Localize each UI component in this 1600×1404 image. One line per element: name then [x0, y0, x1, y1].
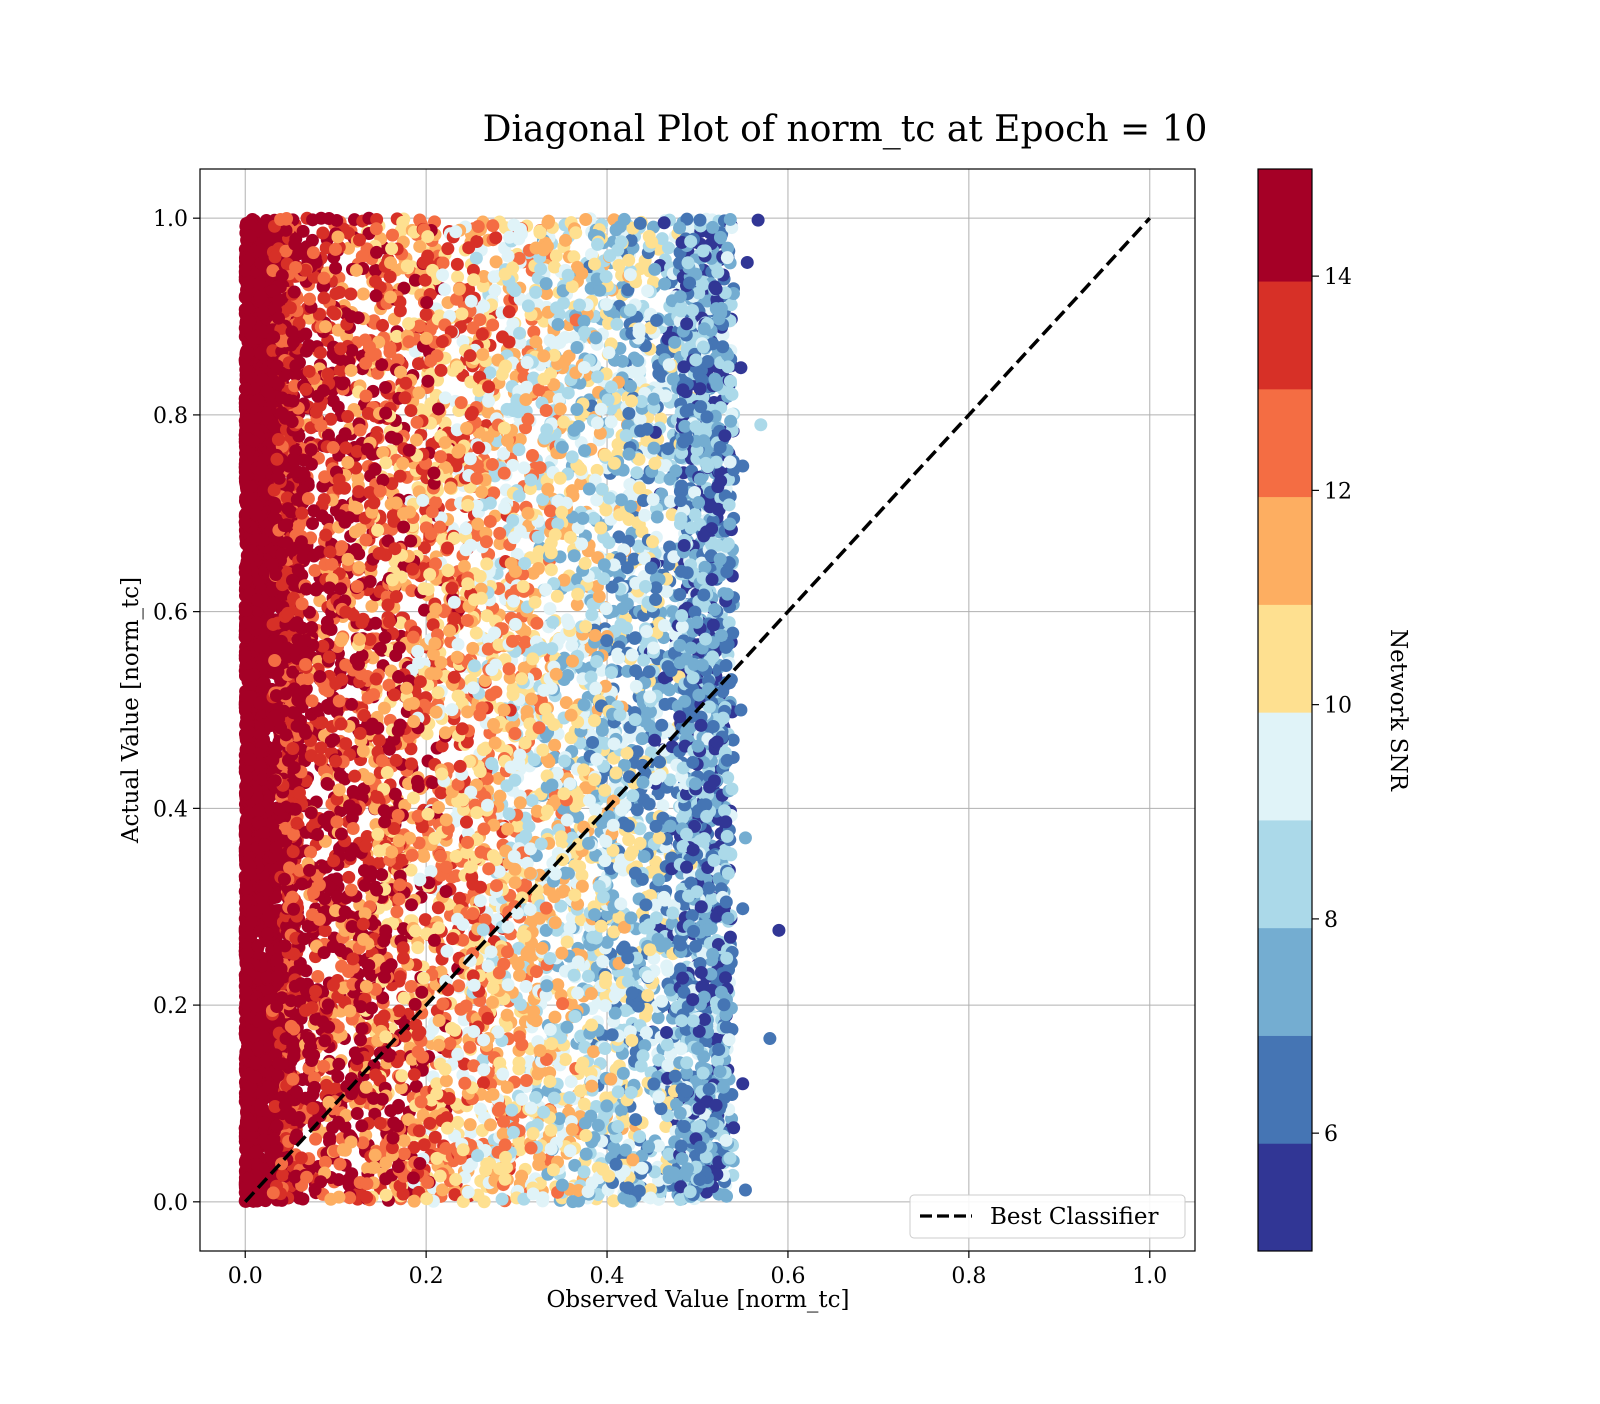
scatter-point	[253, 697, 266, 710]
scatter-point	[438, 283, 451, 296]
scatter-point	[262, 1080, 275, 1093]
scatter-point	[254, 290, 267, 303]
scatter-points	[239, 212, 786, 1208]
scatter-point	[239, 604, 252, 617]
scatter-point	[244, 861, 257, 874]
scatter-point	[252, 940, 265, 953]
scatter-point	[260, 884, 273, 897]
scatter-point	[485, 757, 498, 770]
scatter-point	[239, 649, 252, 662]
scatter-point	[243, 1068, 256, 1081]
scatter-point	[240, 786, 253, 799]
scatter-point	[242, 433, 255, 446]
scatter-point	[257, 306, 270, 319]
scatter-point	[258, 676, 271, 689]
scatter-point	[239, 1031, 252, 1044]
scatter-point	[258, 1116, 271, 1129]
scatter-point	[239, 363, 252, 376]
scatter-point	[240, 770, 253, 783]
scatter-point	[466, 642, 479, 655]
scatter-point	[239, 718, 252, 731]
scatter-point	[252, 804, 265, 817]
scatter-point	[251, 1042, 264, 1055]
scatter-point	[453, 892, 466, 905]
scatter-point	[247, 401, 260, 414]
scatter-point	[256, 373, 269, 386]
scatter-point	[299, 964, 312, 977]
scatter-point	[239, 974, 252, 987]
scatter-point	[239, 827, 252, 840]
scatter-point	[243, 315, 256, 328]
scatter-point	[241, 254, 254, 267]
scatter-point	[246, 1119, 259, 1132]
scatter-point	[262, 910, 275, 923]
scatter-point	[242, 347, 255, 360]
scatter-point	[239, 382, 252, 395]
chart-title: Diagonal Plot of norm_tc at Epoch = 10	[483, 109, 1208, 150]
scatter-point	[240, 882, 253, 895]
scatter-point	[243, 230, 256, 243]
scatter-point	[266, 754, 279, 767]
scatter-point	[357, 287, 370, 300]
scatter-point	[267, 420, 280, 433]
scatter-point	[244, 480, 257, 493]
scatter-point	[240, 946, 253, 959]
scatter-point	[249, 507, 262, 520]
scatter-point	[241, 690, 254, 703]
scatter-point	[239, 631, 252, 644]
scatter-point	[255, 1104, 268, 1117]
scatter-point	[250, 616, 263, 629]
scatter-point	[242, 1172, 255, 1185]
scatter-point	[239, 701, 252, 714]
scatter-point	[253, 277, 266, 290]
scatter-point	[254, 347, 267, 360]
scatter-point	[398, 992, 411, 1005]
scatter-point	[251, 593, 264, 606]
scatter-point	[239, 1157, 252, 1170]
scatter-point	[309, 1133, 322, 1146]
scatter-point	[241, 549, 254, 562]
scatter-point	[258, 839, 271, 852]
scatter-point	[451, 270, 464, 283]
scatter-point	[239, 561, 252, 574]
scatter-point	[244, 753, 257, 766]
scatter-point	[258, 826, 271, 839]
scatter-point	[249, 1146, 262, 1159]
scatter-point	[242, 669, 255, 682]
scatter-point	[261, 927, 274, 940]
scatter-point	[245, 915, 258, 928]
scatter-point	[251, 1195, 264, 1208]
scatter-point	[250, 1000, 263, 1013]
scatter-point	[241, 301, 254, 314]
scatter-point	[239, 896, 252, 909]
scatter-point	[242, 420, 255, 433]
scatter-point	[652, 1011, 665, 1024]
scatter-point	[259, 232, 272, 245]
scatter-point	[255, 463, 268, 476]
